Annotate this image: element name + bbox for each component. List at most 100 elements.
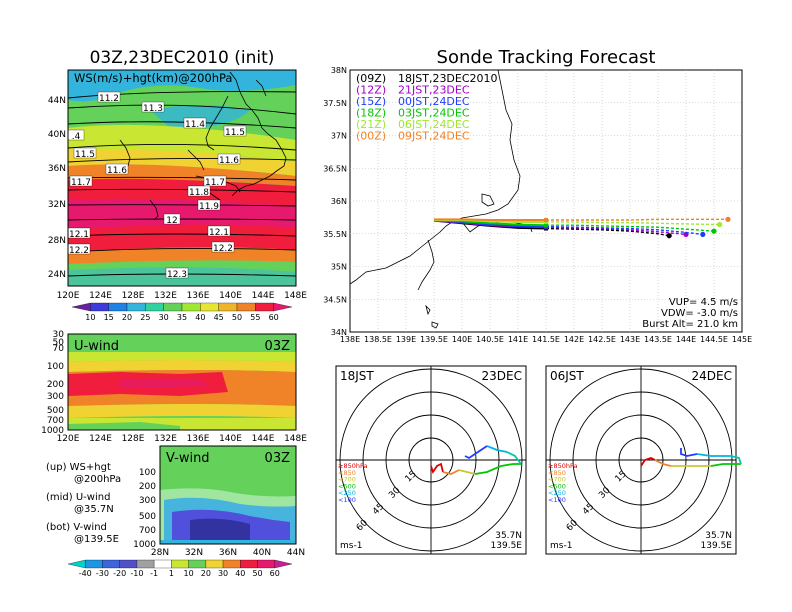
panel-notes: (up) WS+hgt @200hPa (mid) U-wind @35.7N … <box>46 462 121 545</box>
vwind-colorbar-swatch <box>257 559 275 569</box>
track-lon-label: 143E <box>620 335 640 344</box>
track-lon-label: 138.5E <box>364 335 392 344</box>
map-lat-label: 24N <box>48 270 66 280</box>
uwind-y-label: 500 <box>47 406 64 416</box>
track-line-solid <box>433 219 547 227</box>
svg-text:11.3: 11.3 <box>143 104 163 114</box>
polar-lat: 35.7N <box>705 531 732 541</box>
svg-text:@200hPa: @200hPa <box>74 474 121 485</box>
polar-pressure-legend: <250 <box>548 489 566 497</box>
svg-text:11.4: 11.4 <box>185 120 205 130</box>
uwind-y-label: 300 <box>47 392 64 402</box>
track-legend-code: (12Z) <box>356 84 386 97</box>
svg-text:12.2: 12.2 <box>213 244 233 254</box>
svg-text:11.7: 11.7 <box>71 178 91 188</box>
vwind-colorbar: -40 -30 -20 -10 -1 1 10 20 30 40 50 60 <box>67 559 293 578</box>
vwind-colorbar-swatch <box>188 559 206 569</box>
map-lon-label: 136E <box>187 291 210 301</box>
uwind-y-label: 50 <box>53 338 65 348</box>
polar-units: ms-1 <box>340 541 362 551</box>
right-title: Sonde Tracking Forecast <box>437 47 656 68</box>
vwind-colorbar-label: 1 <box>169 569 174 578</box>
svg-text:11.2: 11.2 <box>99 94 119 104</box>
vwind-colorbar-label: -40 <box>79 569 92 578</box>
ws-map-lat-labels: 44N 40N 36N 32N 28N 24N <box>48 96 66 280</box>
uwind-x-labels: 120E 124E 128E 132E 136E 140E 144E 148E <box>57 434 308 444</box>
vwind-label: V-wind <box>166 451 210 466</box>
uwind-x-label: 120E <box>57 434 80 444</box>
vwind-colorbar-swatch <box>240 559 258 569</box>
vwind-colorbar-swatch <box>154 559 172 569</box>
uwind-frame <box>67 333 297 431</box>
ws-colorbar-label: 25 <box>140 313 150 322</box>
polar-units: ms-1 <box>550 541 572 551</box>
ws-colorbar-swatch <box>200 302 219 312</box>
map-lat-label: 40N <box>48 130 66 140</box>
track-line-dashed <box>546 221 720 226</box>
track-lat-labels: 38N 37.5N 37N 36.5N 36N 35.5N 35N 34.5N 34N <box>323 66 347 337</box>
hodograph-segment <box>654 459 672 467</box>
hodograph-segment <box>506 451 522 465</box>
vwind-y-label: 1000 <box>133 540 156 550</box>
svg-text:12: 12 <box>166 216 177 226</box>
uwind-y-label: 30 <box>53 330 65 340</box>
polar-pressure-legend: ≥850hPa <box>548 462 578 470</box>
track-lon-label: 144E <box>676 335 696 344</box>
map-lon-label: 140E <box>219 291 242 301</box>
track-lat-label: 38N <box>331 66 347 75</box>
vwind-time: 03Z <box>265 451 291 466</box>
ws-map-frame <box>67 69 297 287</box>
ws-contour-labels: 11.2 11.3 11.4 11.5 11.5 11.6 11.6 11.7 … <box>69 94 245 280</box>
vwind-colorbar-label: -30 <box>96 569 109 578</box>
svg-text:(bot) V-wind: (bot) V-wind <box>46 522 107 533</box>
vwind-panel: V-wind 03Z 100 200 300 500 700 1000 28N 32N 36N… <box>133 445 305 558</box>
vwind-x-label: 36N <box>219 548 237 558</box>
vwind-x-labels: 28N 32N 36N 40N 44N <box>151 548 305 558</box>
track-lat-label: 35.5N <box>323 230 347 239</box>
vwind-y-label: 700 <box>139 526 156 536</box>
polar-pressure-legend: <700 <box>338 476 356 484</box>
track-lon-label: 141.5E <box>532 335 560 344</box>
ws-colorbar-label: 15 <box>104 313 114 322</box>
polar-lon: 139.5E <box>491 541 523 551</box>
track-line-dashed <box>546 218 728 221</box>
left-title: 03Z,23DEC2010 (init) <box>90 48 275 68</box>
map-lon-label: 128E <box>122 291 145 301</box>
uwind-y-label: 1000 <box>41 426 64 436</box>
svg-text:11.8: 11.8 <box>189 188 209 198</box>
polar-pressure-legend: <250 <box>338 489 356 497</box>
svg-text:11.5: 11.5 <box>225 128 245 138</box>
hodograph-segment <box>442 469 460 475</box>
map-lon-label: 148E <box>284 291 307 301</box>
ws-colorbar-label: 45 <box>214 313 224 322</box>
track-lon-label: 144.5E <box>700 335 728 344</box>
uwind-x-label: 148E <box>284 434 307 444</box>
vwind-colorbar-swatch <box>205 559 224 569</box>
svg-text:@35.7N: @35.7N <box>74 504 114 515</box>
vwind-y-labels: 100 200 300 500 700 1000 <box>133 468 156 550</box>
track-params: VUP= 4.5 m/s VDW= -3.0 m/s Burst Alt= 21… <box>642 297 738 330</box>
vwind-colorbar-swatch <box>136 559 155 569</box>
ws-colorbar-swatch <box>236 302 256 312</box>
vwind-colorbar-label: 40 <box>235 569 245 578</box>
svg-text:VDW= -3.0 m/s: VDW= -3.0 m/s <box>661 308 738 319</box>
track-lat-label: 37.5N <box>323 99 347 108</box>
svg-text:11.6: 11.6 <box>219 156 239 166</box>
polar-pressure-legend: <100 <box>338 496 356 504</box>
vwind-x-label: 28N <box>151 548 169 558</box>
ws-colorbar-label: 35 <box>177 313 187 322</box>
vwind-x-label: 32N <box>185 548 203 558</box>
ws-colorbar-swatch <box>90 302 109 312</box>
ws-colorbar-label: 40 <box>195 313 205 322</box>
polar-pressure-legend: <500 <box>338 482 356 490</box>
vwind-colorbar-label: 30 <box>218 569 228 578</box>
hodograph-segment <box>486 445 508 453</box>
hodograph-segment <box>464 445 488 460</box>
track-lon-label: 142.5E <box>588 335 616 344</box>
track-line-solid <box>434 218 546 221</box>
vwind-y-label: 200 <box>139 482 156 492</box>
uwind-y-label: 200 <box>47 380 64 390</box>
polar-pressure-legend: <100 <box>548 496 566 504</box>
hodograph-segment <box>680 448 698 457</box>
